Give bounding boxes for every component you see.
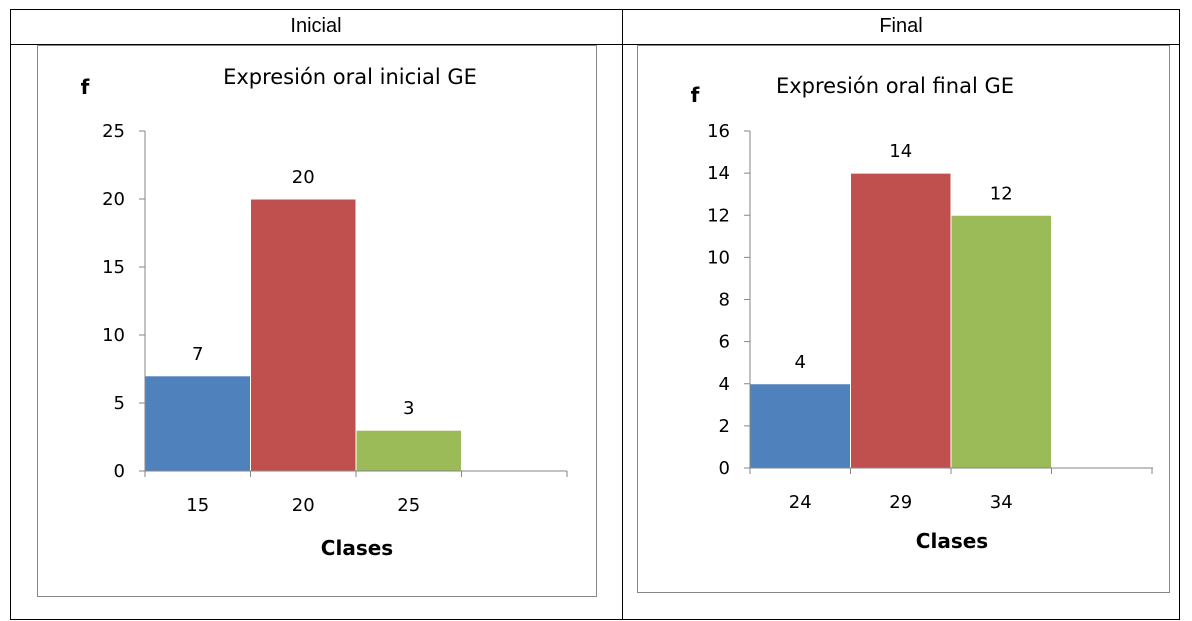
bar-15: [144, 375, 251, 472]
y-tick-label: 0: [114, 461, 125, 482]
x-tick-label: 29: [889, 492, 912, 513]
y-tick-label: 10: [102, 325, 125, 346]
x-tick-label: 20: [292, 495, 315, 516]
y-tick-label: 20: [102, 189, 125, 210]
y-tick-label: 2: [719, 416, 730, 437]
x-tick-label: 25: [397, 495, 420, 516]
y-tick-label: 5: [114, 393, 125, 414]
x-axis-label: Clases: [916, 529, 988, 553]
bar-20: [250, 198, 357, 472]
y-tick-label: 10: [707, 247, 730, 268]
x-tick-label: 34: [990, 492, 1013, 513]
header-divider: [11, 44, 1179, 45]
y-tick-label: 8: [719, 290, 730, 311]
data-label: 3: [403, 398, 414, 419]
x-tick-label: 15: [186, 495, 209, 516]
y-tick-label: 6: [719, 332, 730, 353]
column-divider: [622, 10, 623, 619]
y-axis-label: f: [81, 75, 90, 99]
bar-29: [850, 172, 952, 469]
y-tick-label: 0: [719, 458, 730, 479]
data-label: 4: [795, 352, 806, 373]
data-label: 12: [990, 183, 1013, 204]
column-header-final: Final: [879, 15, 923, 37]
y-tick-label: 15: [102, 257, 125, 278]
y-tick-label: 25: [102, 121, 125, 142]
y-tick-label: 16: [707, 121, 730, 142]
bar-34: [950, 214, 1052, 469]
y-tick-label: 12: [707, 205, 730, 226]
bar-25: [355, 429, 462, 472]
data-label: 20: [292, 167, 315, 188]
y-tick-label: 14: [707, 163, 730, 184]
x-tick-label: 24: [789, 492, 812, 513]
data-label: 14: [889, 141, 912, 162]
comparison-table: [10, 9, 1180, 620]
data-label: 7: [192, 344, 203, 365]
chart-title: Expresión oral inicial GE: [223, 65, 477, 89]
bar-24: [749, 383, 851, 469]
chart-final: Expresión oral final GE f Clases 4 14 12 0 2…: [637, 45, 1170, 593]
column-header-inicial: Inicial: [290, 15, 342, 37]
chart-title: Expresión oral final GE: [776, 74, 1014, 98]
y-tick-label: 4: [719, 374, 730, 395]
x-axis-label: Clases: [321, 536, 393, 560]
chart-inicial: Expresión oral inicial GE f Clases 7 20 3 0…: [37, 45, 597, 597]
y-axis-label: f: [691, 83, 700, 107]
